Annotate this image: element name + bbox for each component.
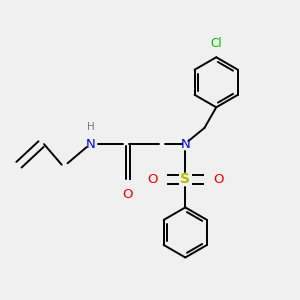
Text: Cl: Cl (210, 37, 222, 50)
Text: O: O (147, 173, 158, 186)
Text: O: O (123, 188, 133, 201)
Text: H: H (87, 122, 95, 132)
Text: N: N (86, 138, 96, 151)
Text: N: N (181, 138, 190, 151)
Text: S: S (180, 172, 190, 186)
Text: O: O (213, 173, 224, 186)
